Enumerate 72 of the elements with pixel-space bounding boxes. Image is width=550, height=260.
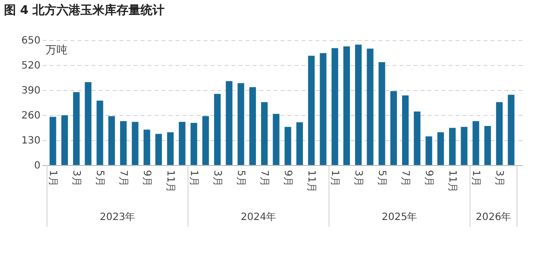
bar [378, 62, 386, 165]
bar [226, 81, 232, 165]
text: 2023年 [100, 211, 136, 223]
x-tick-label: 1月 [46, 170, 58, 186]
x-tick-label: 3月 [211, 170, 222, 186]
text: 2025年 [382, 211, 418, 223]
y-tick-label: 260 [21, 110, 40, 122]
text: 2024年 [240, 211, 276, 223]
bar [272, 114, 280, 165]
bar [308, 56, 315, 165]
bar [155, 134, 162, 165]
bar [73, 92, 80, 165]
bar [108, 116, 115, 165]
x-tick-label: 3月 [493, 170, 504, 186]
bar [390, 91, 397, 165]
bar [366, 48, 374, 165]
bar [460, 126, 468, 165]
x-tick-label: 5月 [94, 170, 105, 186]
bar [238, 83, 244, 165]
bar [484, 126, 491, 165]
bar [132, 122, 138, 165]
text: 2026年 [476, 211, 512, 223]
y-tick-label: 520 [21, 60, 40, 72]
bar [167, 132, 174, 165]
x-tick-label: 1月 [188, 170, 199, 186]
y-tick-label: 650 [21, 36, 40, 46]
bar [343, 46, 350, 165]
bar [249, 87, 256, 165]
bar [214, 94, 221, 165]
bar [437, 132, 444, 165]
x-tick-label: 11月 [446, 170, 458, 193]
y-tick-label: 390 [21, 86, 40, 96]
bar [414, 112, 420, 165]
x-tick-label: 7月 [399, 170, 410, 186]
chart-title: 图 4 北方六港玉米库存量统计 [4, 3, 165, 17]
bar [284, 126, 292, 165]
bar [84, 82, 92, 165]
bar [320, 53, 326, 165]
bar [190, 122, 198, 165]
y-axis-title: 万吨 [46, 44, 68, 56]
bar [261, 102, 268, 165]
bar [202, 116, 209, 165]
x-tick-label: 11月 [305, 170, 316, 193]
x-tick-label: 5月 [376, 170, 387, 186]
bar [426, 136, 432, 165]
bar [144, 130, 150, 165]
x-tick-label: 9月 [422, 170, 434, 186]
x-tick-label: 9月 [282, 170, 293, 186]
bar [355, 44, 362, 165]
x-tick-label: 7月 [117, 170, 128, 186]
y-tick-label: 130 [21, 136, 40, 146]
bar [449, 128, 456, 165]
x-tick-label: 3月 [70, 170, 82, 186]
bar [61, 115, 68, 165]
x-tick-label: 3月 [352, 170, 364, 186]
bar [508, 94, 514, 165]
bar [178, 122, 186, 165]
x-tick-label: 1月 [470, 170, 481, 186]
bar [120, 121, 127, 165]
bar [96, 100, 104, 165]
bar [496, 102, 503, 165]
x-tick-label: 5月 [234, 170, 246, 186]
bar [472, 121, 480, 165]
bar [402, 95, 409, 165]
y-tick-label: 0 [34, 160, 40, 172]
bar [332, 48, 338, 165]
x-tick-label: 11月 [164, 170, 176, 193]
bar [296, 122, 303, 165]
bar [50, 116, 56, 165]
x-tick-label: 9月 [140, 170, 152, 186]
x-tick-label: 1月 [328, 170, 340, 186]
x-tick-label: 7月 [258, 170, 270, 186]
